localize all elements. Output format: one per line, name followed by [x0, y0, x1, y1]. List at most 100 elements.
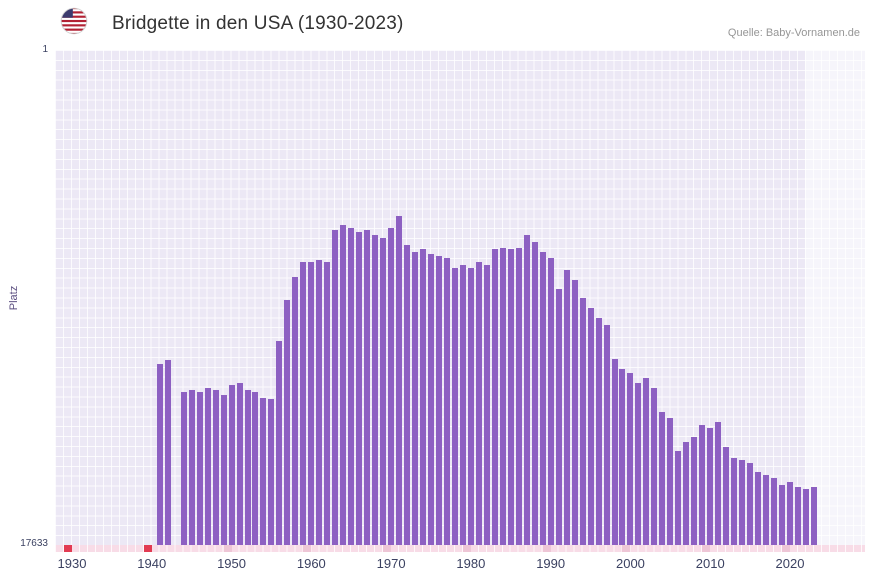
- bar-2016[interactable]: [755, 472, 762, 545]
- bar-1974[interactable]: [420, 249, 427, 545]
- bar-2009[interactable]: [699, 424, 706, 545]
- bar-2011[interactable]: [715, 421, 722, 545]
- bar-1960[interactable]: [308, 261, 315, 545]
- bar-2001[interactable]: [635, 382, 642, 545]
- bar-1947[interactable]: [204, 388, 211, 545]
- x-tick-label-2010: 2010: [695, 556, 725, 571]
- bar-1958[interactable]: [292, 277, 299, 545]
- bar-1992[interactable]: [563, 270, 570, 545]
- y-tick-label-top: 1: [42, 44, 48, 55]
- bar-1942[interactable]: [164, 360, 171, 545]
- bar-1972[interactable]: [404, 245, 411, 545]
- bar-1948[interactable]: [212, 389, 219, 545]
- bar-2006[interactable]: [675, 451, 682, 545]
- no-data-marker-1940: [143, 545, 152, 552]
- bar-1949[interactable]: [220, 395, 227, 545]
- source-label: Quelle: Baby-Vornamen.de: [727, 27, 860, 39]
- bar-1961[interactable]: [316, 259, 323, 545]
- bar-2000[interactable]: [627, 372, 634, 545]
- bar-1996[interactable]: [595, 318, 602, 545]
- bar-2015[interactable]: [747, 462, 754, 545]
- bar-1989[interactable]: [539, 252, 546, 545]
- bar-2019[interactable]: [779, 485, 786, 545]
- bar-2020[interactable]: [787, 482, 794, 545]
- bar-1988[interactable]: [531, 242, 538, 545]
- bar-2018[interactable]: [771, 478, 778, 545]
- bar-2012[interactable]: [723, 447, 730, 545]
- decade-marker-1980: [462, 545, 471, 552]
- bar-1954[interactable]: [260, 398, 267, 545]
- bar-1998[interactable]: [611, 358, 618, 545]
- bar-1969[interactable]: [380, 238, 387, 545]
- bar-1966[interactable]: [356, 232, 363, 545]
- bar-1986[interactable]: [515, 247, 522, 545]
- x-tick-label-2020: 2020: [775, 556, 805, 571]
- x-tick-label-1990: 1990: [536, 556, 566, 571]
- bar-1957[interactable]: [284, 299, 291, 545]
- bar-1982[interactable]: [483, 264, 490, 545]
- bar-1973[interactable]: [412, 252, 419, 545]
- bar-1971[interactable]: [396, 215, 403, 545]
- x-tick-label-1940: 1940: [137, 556, 167, 571]
- bar-2003[interactable]: [651, 388, 658, 545]
- bar-1964[interactable]: [340, 225, 347, 545]
- bar-1997[interactable]: [603, 325, 610, 545]
- bar-1962[interactable]: [324, 261, 331, 545]
- bar-1999[interactable]: [619, 368, 626, 545]
- bar-2005[interactable]: [667, 417, 674, 545]
- bar-1965[interactable]: [348, 228, 355, 545]
- bar-1944[interactable]: [180, 392, 187, 545]
- decade-marker-1950: [223, 545, 232, 552]
- bar-1978[interactable]: [451, 267, 458, 545]
- bar-1981[interactable]: [475, 261, 482, 545]
- bar-2008[interactable]: [691, 437, 698, 545]
- bar-1950[interactable]: [228, 385, 235, 545]
- x-tick-label-1950: 1950: [217, 556, 246, 571]
- bar-2023[interactable]: [810, 486, 817, 545]
- bar-1959[interactable]: [300, 261, 307, 545]
- bar-1985[interactable]: [507, 249, 514, 545]
- bar-1952[interactable]: [244, 389, 251, 545]
- bar-1977[interactable]: [443, 257, 450, 545]
- recent-years-highlight: [805, 50, 865, 545]
- bar-1994[interactable]: [579, 298, 586, 545]
- bar-1945[interactable]: [188, 389, 195, 545]
- decade-marker-2020: [782, 545, 791, 552]
- decade-marker-1960: [303, 545, 312, 552]
- bar-1953[interactable]: [252, 392, 259, 545]
- bar-1980[interactable]: [467, 267, 474, 545]
- bar-1955[interactable]: [268, 399, 275, 545]
- bar-1990[interactable]: [547, 257, 554, 545]
- bar-2010[interactable]: [707, 427, 714, 545]
- bar-1941[interactable]: [156, 364, 163, 545]
- bar-2021[interactable]: [794, 486, 801, 545]
- bar-2013[interactable]: [731, 458, 738, 545]
- page-title: Bridgette in den USA (1930-2023): [112, 13, 404, 34]
- bar-1983[interactable]: [491, 249, 498, 545]
- bar-1993[interactable]: [571, 280, 578, 545]
- bar-1987[interactable]: [523, 235, 530, 545]
- bar-1968[interactable]: [372, 235, 379, 545]
- bar-1951[interactable]: [236, 382, 243, 545]
- x-tick-label-1980: 1980: [456, 556, 486, 571]
- bar-2014[interactable]: [739, 459, 746, 545]
- bar-1976[interactable]: [435, 256, 442, 545]
- x-tick-label-1960: 1960: [296, 556, 326, 571]
- bar-1984[interactable]: [499, 247, 506, 545]
- us-flag-icon: [60, 7, 88, 35]
- bar-1995[interactable]: [587, 308, 594, 545]
- bar-1970[interactable]: [388, 228, 395, 545]
- bar-1975[interactable]: [428, 253, 434, 545]
- bar-1963[interactable]: [332, 229, 339, 545]
- bar-2017[interactable]: [763, 475, 770, 545]
- bar-1956[interactable]: [276, 340, 283, 545]
- bar-2007[interactable]: [683, 441, 690, 545]
- bar-2004[interactable]: [659, 412, 666, 545]
- x-tick-label-1930: 1930: [57, 556, 87, 571]
- bar-1991[interactable]: [555, 288, 562, 545]
- bar-1979[interactable]: [459, 264, 466, 545]
- bar-2022[interactable]: [802, 489, 809, 545]
- bar-2002[interactable]: [643, 378, 650, 545]
- bar-1967[interactable]: [364, 229, 371, 545]
- bar-1946[interactable]: [196, 392, 203, 545]
